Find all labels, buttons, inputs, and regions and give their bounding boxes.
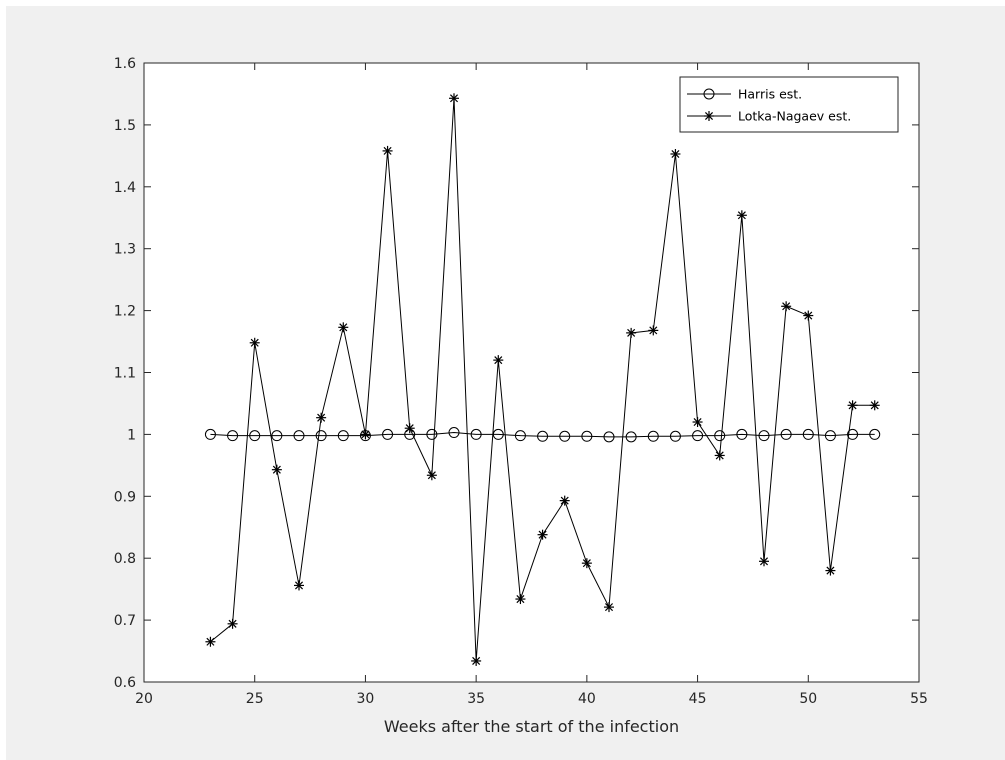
data-point-lotka-nagaev-est (294, 580, 304, 591)
data-point-lotka-nagaev-est (559, 495, 570, 506)
data-point-lotka-nagaev-est (360, 429, 371, 440)
data-point-harris-est (315, 430, 327, 442)
y-tick-label: 1.3 (114, 242, 136, 258)
data-point-lotka-nagaev-est (537, 529, 548, 540)
data-point-lotka-nagaev-est (604, 602, 614, 613)
plot-area (144, 63, 919, 682)
data-point-lotka-nagaev-est (404, 423, 415, 434)
y-tick-label: 0.7 (114, 613, 136, 629)
data-point-lotka-nagaev-est (692, 417, 703, 428)
y-tick-label: 1.6 (114, 56, 136, 72)
data-point-lotka-nagaev-est (493, 355, 504, 366)
data-point-harris-est (227, 430, 239, 442)
data-point-harris-est (448, 427, 460, 439)
data-point-harris-est (204, 428, 216, 440)
x-tick-label: 30 (357, 691, 375, 707)
data-point-harris-est (514, 430, 526, 442)
x-axis-label: Weeks after the start of the infection (384, 717, 679, 736)
x-tick-label: 40 (578, 691, 596, 707)
data-point-harris-est (669, 430, 681, 442)
x-tick-label: 55 (910, 691, 928, 707)
data-point-harris-est (714, 430, 726, 442)
data-point-harris-est (692, 430, 704, 442)
legend-box (679, 76, 899, 133)
legend-label-lotka-nagaev: Lotka-Nagaev est. (738, 109, 851, 124)
data-point-lotka-nagaev-est (338, 322, 349, 333)
data-point-harris-est (470, 428, 482, 440)
data-point-lotka-nagaev-est (426, 470, 437, 481)
data-point-harris-est (382, 428, 394, 440)
data-point-lotka-nagaev-est (847, 400, 858, 411)
data-point-lotka-nagaev-est (271, 464, 282, 475)
data-point-lotka-nagaev-est (227, 618, 238, 629)
data-point-lotka-nagaev-est (581, 558, 592, 569)
data-point-harris-est (869, 428, 881, 440)
x-tick-label: 25 (246, 691, 264, 707)
figure-background: 20 25 30 35 40 45 50 55 0.6 0.7 0.8 0.9 1 1.1 1.2 1.3 1.… (6, 6, 1005, 760)
line-chart: 20 25 30 35 40 45 50 55 0.6 0.7 0.8 0.9 1 1.1 1.2 1.3 1.… (114, 56, 928, 736)
data-point-lotka-nagaev-est (825, 565, 836, 576)
data-point-lotka-nagaev-est (449, 93, 459, 104)
data-point-harris-est (736, 428, 748, 440)
data-point-lotka-nagaev-est (471, 655, 482, 666)
data-point-lotka-nagaev-est (382, 145, 393, 156)
data-point-lotka-nagaev-est (648, 325, 659, 336)
data-point-lotka-nagaev-est (316, 412, 327, 423)
data-point-harris-est (647, 430, 659, 442)
data-point-harris-est (581, 430, 593, 442)
y-tick-label: 1.1 (114, 366, 136, 382)
data-point-lotka-nagaev-est (803, 310, 814, 321)
y-tick-label: 1 (127, 427, 136, 443)
x-tick-label: 35 (467, 691, 485, 707)
data-point-lotka-nagaev-est (515, 594, 526, 605)
y-tick-label: 1.4 (114, 180, 136, 196)
data-point-harris-est (603, 431, 615, 443)
data-point-harris-est (758, 430, 770, 442)
data-point-lotka-nagaev-est (626, 327, 637, 338)
y-tick-label: 0.6 (114, 675, 136, 691)
data-point-lotka-nagaev-est (670, 148, 681, 159)
data-point-harris-est (293, 430, 305, 442)
data-point-harris-est (847, 428, 859, 440)
data-point-lotka-nagaev-est (249, 337, 260, 348)
data-point-harris-est (559, 430, 571, 442)
series-line-harris-est (210, 432, 875, 438)
y-tick-label: 0.9 (114, 489, 136, 505)
data-point-lotka-nagaev-est (759, 556, 769, 567)
data-point-lotka-nagaev-est (205, 636, 216, 647)
y-tick-label: 0.8 (114, 551, 136, 567)
y-tick-label: 1.2 (114, 304, 136, 320)
data-point-harris-est (249, 430, 261, 442)
axes-box (143, 62, 920, 683)
legend-marker-lotka-nagaev (704, 111, 714, 121)
data-point-harris-est (337, 430, 349, 442)
legend-label-harris: Harris est. (738, 87, 802, 102)
data-point-harris-est (802, 428, 814, 440)
data-point-lotka-nagaev-est (869, 400, 880, 411)
data-point-harris-est (271, 430, 283, 442)
data-point-harris-est (426, 428, 438, 440)
y-tick-label: 1.5 (114, 118, 136, 134)
legend-marker-harris (703, 88, 715, 100)
data-point-harris-est (824, 430, 836, 442)
data-point-lotka-nagaev-est (714, 450, 725, 461)
data-point-lotka-nagaev-est (736, 210, 747, 221)
x-tick-label: 20 (135, 691, 153, 707)
data-point-harris-est (625, 431, 637, 443)
x-tick-label: 45 (689, 691, 707, 707)
x-tick-label: 50 (799, 691, 817, 707)
data-point-harris-est (537, 430, 549, 442)
legend-star-icon (704, 111, 714, 121)
data-point-harris-est (780, 428, 792, 440)
data-point-lotka-nagaev-est (781, 301, 792, 312)
legend: Harris est. Lotka-Nagaev est. (679, 76, 899, 133)
